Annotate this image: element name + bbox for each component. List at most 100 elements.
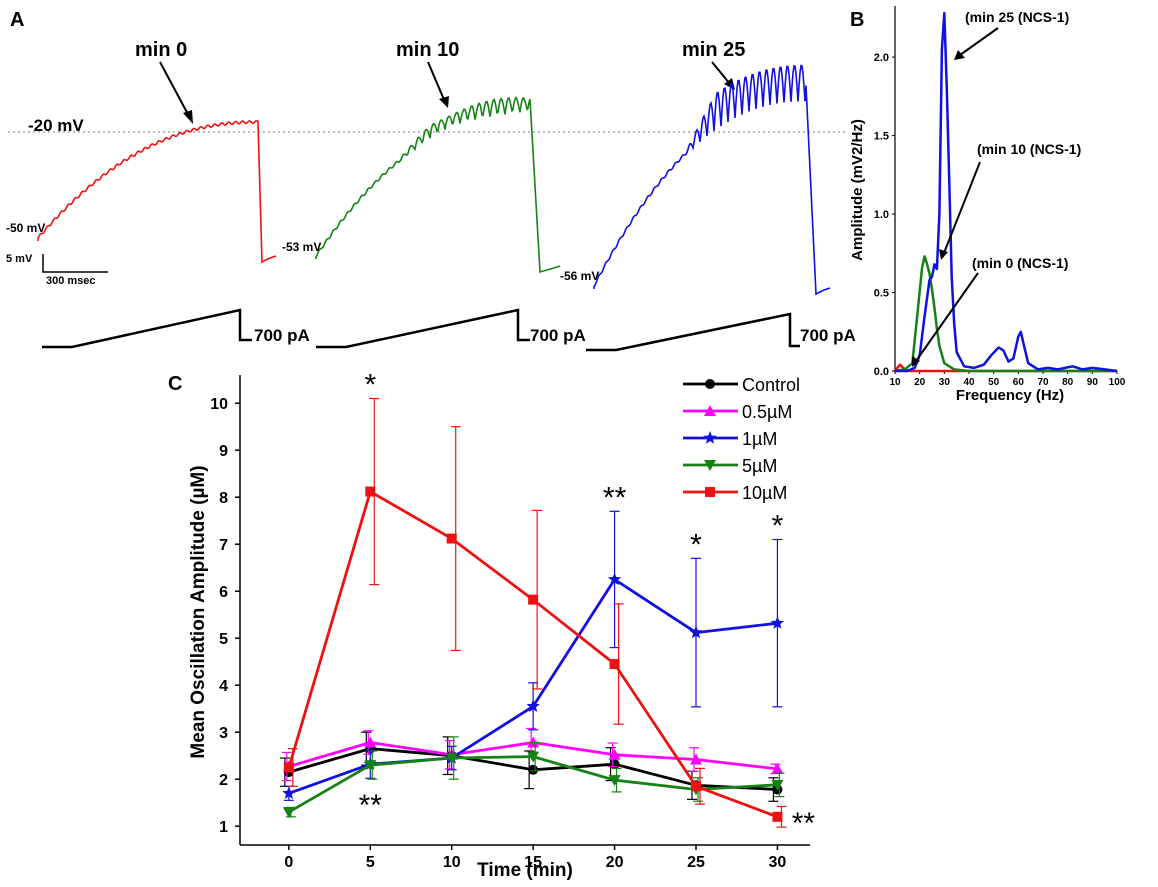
- stimulus-ramp-min0: [42, 308, 252, 349]
- data-point: [528, 764, 539, 775]
- panel-c-x-axis-label: Time (min): [477, 860, 573, 881]
- panel-b: B 10 20 30 40 50 60 70 80 90 100 0.0 0.5 1.0 1.5 2.0 A…: [849, 6, 1126, 404]
- membrane-trace-min10: [315, 96, 561, 274]
- rest-potential-min25: -56 mV: [560, 269, 599, 283]
- panel-b-x-tick-label: 20: [914, 377, 926, 388]
- scale-bar-voltage-label: 5 mV: [6, 253, 33, 265]
- spectrum-line-min25: [895, 11, 1118, 373]
- scale-bar: [42, 254, 108, 273]
- panel-c-y-tick-label: 7: [219, 537, 228, 554]
- panel-c-y-tick-label: 8: [219, 490, 228, 507]
- panel-c-x-tick-label: 0: [284, 854, 293, 871]
- panel-b-x-axis-label: Frequency (Hz): [956, 387, 1064, 404]
- data-point: [526, 699, 540, 712]
- data-point: [364, 736, 377, 748]
- panel-b-y-tick-label: 1.0: [874, 209, 889, 221]
- annotation-arrowhead-min25: [954, 50, 965, 60]
- panel-c-y-axis-label: Mean Oscillation Amplitude (µM): [188, 465, 209, 758]
- scale-bar-time-label: 300 msec: [46, 275, 96, 287]
- panel-b-x-tick-label: 90: [1087, 377, 1099, 388]
- panel-c-x-tick-label: 5: [366, 854, 375, 871]
- data-point: [771, 762, 784, 774]
- legend-label-c5: 5µM: [742, 456, 777, 476]
- data-point: [609, 659, 620, 670]
- threshold-label: -20 mV: [28, 116, 84, 135]
- stimulus-ramp-min25: [586, 312, 800, 352]
- panel-c-y-tick-label: 2: [219, 772, 228, 789]
- panel-c-letter: C: [168, 373, 182, 395]
- panel-b-letter: B: [850, 9, 864, 31]
- panel-b-x-tick-label: 80: [1062, 377, 1074, 388]
- data-point: [609, 759, 620, 770]
- data-point: [446, 533, 457, 544]
- data-point: [608, 775, 621, 787]
- significance-marker: **: [792, 807, 816, 840]
- annotation-arrowhead-min0: [912, 356, 920, 367]
- significance-marker: *: [690, 528, 702, 561]
- annotation-arrow-min0: [915, 272, 979, 362]
- legend-label-c10: 10µM: [742, 483, 787, 503]
- trace-arrow-min0: [159, 61, 191, 119]
- data-point: [770, 616, 785, 629]
- membrane-trace-min0: [37, 119, 277, 264]
- trace-arrowhead-min0: [183, 110, 193, 124]
- panel-b-y-tick-label: 0.0: [874, 366, 889, 378]
- panel-c-x-tick-label: 10: [443, 854, 461, 871]
- data-point: [283, 762, 294, 773]
- data-point: [771, 779, 784, 791]
- legend-marker-c5: [704, 460, 716, 471]
- data-point: [282, 807, 295, 819]
- rest-potential-min0: -50 mV: [6, 221, 45, 235]
- panel-b-x-tick-label: 100: [1109, 377, 1126, 388]
- stimulus-label-min25: 700 pA: [800, 326, 856, 345]
- stimulus-label-min0: 700 pA: [254, 326, 310, 345]
- trace-title-min25: min 25: [682, 39, 745, 61]
- panel-b-x-tick-label: 10: [889, 377, 901, 388]
- data-point: [528, 594, 539, 605]
- legend-marker-c1: [703, 431, 717, 444]
- panel-c-series: [279, 397, 787, 828]
- series-c10: [283, 397, 787, 828]
- data-point: [365, 486, 376, 497]
- significance-marker: *: [364, 369, 376, 402]
- panel-a: A -20 mV 5 mV 300 msec min 0 -50 mV 700 …: [6, 9, 856, 352]
- panel-b-y-tick-label: 1.5: [874, 131, 889, 143]
- annotation-min0: (min 0 (NCS-1): [972, 255, 1068, 271]
- trace-arrow-min25: [711, 61, 731, 85]
- panel-c-y-tick-label: 4: [219, 678, 228, 695]
- panel-c-y-tick-label: 5: [219, 631, 228, 648]
- data-point: [689, 625, 703, 639]
- data-point: [772, 811, 783, 822]
- panel-b-x-tick-label: 40: [963, 377, 975, 388]
- data-point: [364, 760, 377, 772]
- spectrum-line-min10: [894, 255, 1117, 373]
- panel-c-axes: 0 5 10 15 20 25 30 1 2 3 4 5 6 7 8 9 10: [210, 375, 810, 871]
- legend-label-c05: 0.5µM: [742, 402, 792, 422]
- annotation-arrow-min25: [959, 27, 999, 56]
- legend-marker-c10: [705, 487, 715, 497]
- data-point: [282, 786, 296, 799]
- panel-c-y-tick-label: 10: [210, 396, 228, 413]
- panel-c-y-tick-label: 1: [219, 819, 228, 836]
- panel-c-x-tick-label: 15: [524, 854, 542, 871]
- rest-potential-min10: -53 mV: [282, 240, 321, 254]
- annotation-arrowhead-min10: [939, 249, 948, 260]
- trace-title-min0: min 0: [135, 39, 187, 61]
- panel-c-significance: *********: [359, 369, 816, 840]
- data-point: [691, 781, 701, 792]
- panel-c-x-tick-label: 30: [769, 854, 787, 871]
- panel-c-x-tick-label: 25: [687, 854, 705, 871]
- trace-title-min10: min 10: [396, 39, 459, 61]
- stimulus-ramp-min10: [316, 308, 530, 349]
- legend-label-c1: 1µM: [742, 429, 777, 449]
- trace-arrow-min10: [427, 61, 446, 103]
- panel-c-y-tick-label: 6: [219, 584, 228, 601]
- panel-b-x-tick-label: 50: [988, 377, 1000, 388]
- data-point: [527, 751, 540, 763]
- panel-b-y-axis-label: Amplitude (mV2/Hz): [849, 119, 866, 261]
- membrane-trace-min25: [593, 64, 831, 296]
- panel-a-letter: A: [10, 9, 24, 31]
- data-point: [445, 753, 458, 765]
